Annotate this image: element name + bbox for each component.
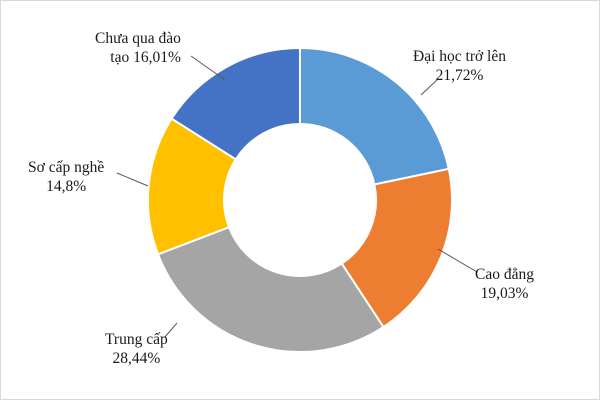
- label-dai-hoc: Đại học trở lên 21,72%: [413, 47, 506, 85]
- leader-line-cao-dang: [437, 248, 478, 273]
- label-chua-qua: Chưa qua đào tạo 16,01%: [95, 29, 181, 67]
- leader-line-trung-cap: [164, 322, 178, 338]
- leader-line-so-cap: [116, 172, 149, 187]
- label-trung-cap-value: 28,44%: [112, 350, 161, 367]
- label-chua-qua-line2: tạo 16,01%: [110, 49, 181, 66]
- label-so-cap-name: Sơ cấp nghề: [28, 159, 105, 176]
- leader-line-dai-hoc: [420, 78, 439, 96]
- slice-cao-dang: [340, 167, 453, 329]
- label-cao-dang: Cao đẳng 19,03%: [475, 265, 534, 303]
- label-so-cap: Sơ cấp nghề 14,8%: [28, 158, 104, 196]
- label-chua-qua-line1: Chưa qua đào: [95, 30, 181, 47]
- label-cao-dang-name: Cao đẳng: [475, 266, 534, 283]
- label-trung-cap: Trung cấp 28,44%: [105, 330, 168, 368]
- label-cao-dang-value: 19,03%: [480, 285, 529, 302]
- label-so-cap-value: 14,8%: [46, 178, 87, 195]
- label-dai-hoc-value: 21,72%: [435, 67, 484, 84]
- slice-chua-qua: [170, 46, 301, 161]
- label-dai-hoc-name: Đại học trở lên: [413, 48, 506, 65]
- slice-dai-hoc: [299, 46, 450, 186]
- slice-trung-cap: [156, 225, 385, 353]
- label-trung-cap-name: Trung cấp: [105, 331, 168, 348]
- leader-line-chua-qua: [190, 55, 226, 81]
